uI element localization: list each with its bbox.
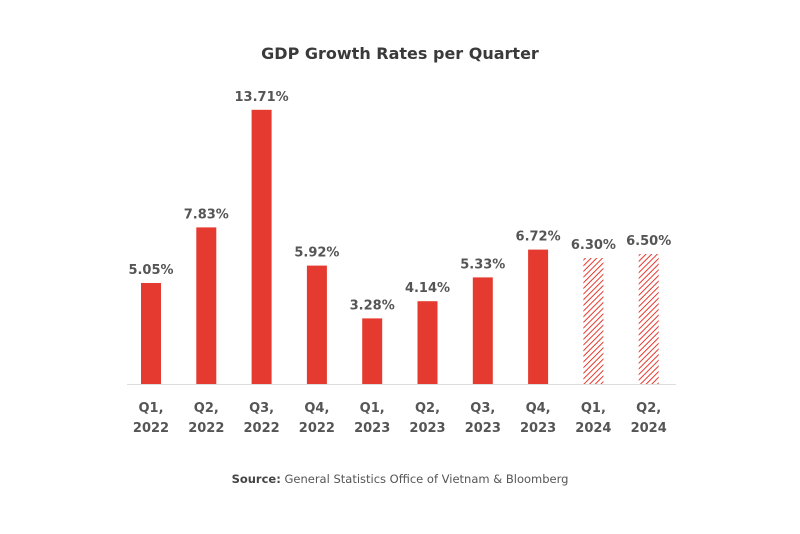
bar [528,249,549,384]
x-tick-label: 2022 [133,421,169,436]
data-label: 6.30% [571,238,616,253]
bar [306,265,327,384]
data-label: 3.28% [350,298,395,313]
x-tick-label: Q2, [194,401,219,416]
bar [362,318,383,384]
forecast-bar [583,258,604,384]
x-tick-label: 2024 [631,421,667,436]
x-tick-label: Q1, [138,401,163,416]
x-tick-label: 2023 [409,421,445,436]
data-label: 6.50% [626,234,671,249]
x-tick-label: Q1, [581,401,606,416]
data-label: 5.92% [294,246,339,261]
bar [196,227,217,384]
source-text: General Statistics Office of Vietnam & B… [280,472,569,486]
x-tick-label: Q3, [249,401,274,416]
x-tick-label: 2023 [465,421,501,436]
source-note: Source: General Statistics Office of Vie… [0,472,800,486]
x-tick-label: Q4, [526,401,551,416]
x-tick-label: 2022 [244,421,280,436]
x-tick-label: Q2, [415,401,440,416]
source-label: Source: [231,472,281,486]
data-label: 7.83% [184,207,229,222]
x-tick-label: 2022 [188,421,224,436]
x-tick-label: Q2, [636,401,661,416]
x-tick-label: Q4, [304,401,329,416]
bar [141,283,161,384]
data-label: 5.05% [128,263,173,278]
x-tick-label: Q1, [360,401,385,416]
x-tick-label: 2023 [354,421,390,436]
bar [472,277,493,384]
bar [417,301,438,384]
data-label: 13.71% [235,90,289,105]
data-label: 6.72% [516,230,561,245]
data-label: 4.14% [405,281,450,296]
data-label: 5.33% [460,257,505,272]
x-tick-label: 2024 [575,421,611,436]
x-tick-label: 2022 [299,421,335,436]
forecast-bar [638,254,659,384]
chart-title: GDP Growth Rates per Quarter [261,44,539,63]
x-tick-label: 2023 [520,421,556,436]
x-tick-label: Q3, [470,401,495,416]
bar [251,109,272,385]
